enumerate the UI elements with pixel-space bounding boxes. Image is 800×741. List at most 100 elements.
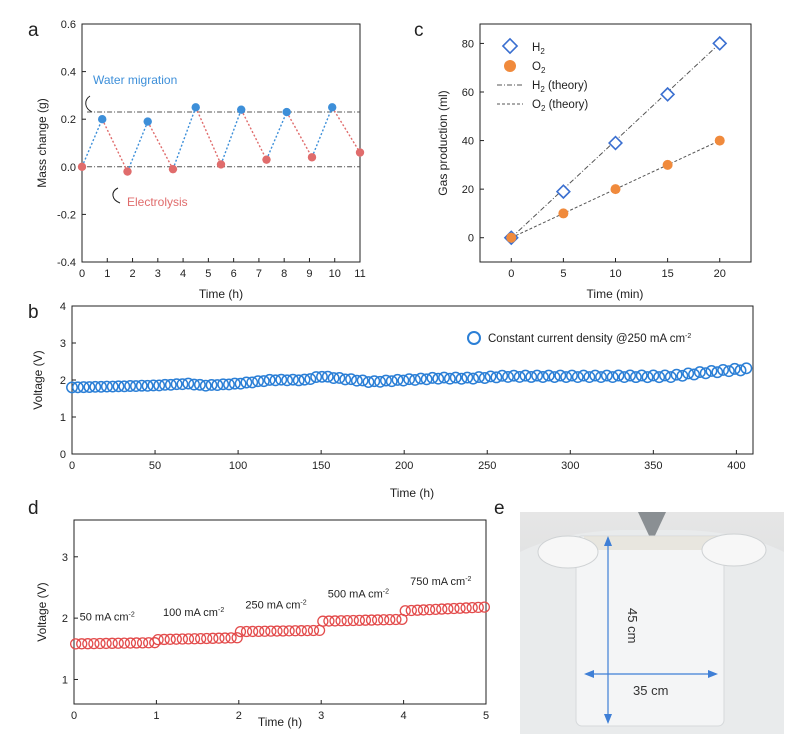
panel-d-voltage-point: [295, 625, 307, 637]
panel-a-xtick-label: 9: [306, 268, 312, 280]
panel-b-voltage-point: [589, 369, 602, 382]
panel-d-voltage-point: [371, 614, 384, 626]
panel-b-voltage-point: [223, 378, 235, 391]
panel-b-voltage-point: [467, 372, 480, 385]
legend-o2-theory-label: O2 (theory): [532, 99, 588, 113]
panel-d-voltage-point: [194, 632, 207, 645]
panel-d-voltage-point: [378, 614, 390, 626]
panel-b-voltage-point: [653, 371, 666, 384]
panel-a-xtick-label: 5: [205, 268, 211, 280]
panel-d-voltage-point: [100, 637, 112, 650]
panel-d-voltage-point: [182, 633, 195, 645]
panel-b-voltage-point: [246, 376, 259, 389]
panel-b-voltage-point: [368, 375, 381, 388]
panel-b-legend-marker: [467, 331, 481, 345]
panel-c-o2-theory-line: [511, 140, 720, 239]
panel-b-voltage-point: [438, 371, 451, 384]
panel-b-voltage-point: [635, 369, 648, 382]
panel-b-xtick-label: 0: [69, 460, 75, 472]
panel-d-voltage-point: [240, 625, 253, 638]
panel-e-illustration: 45 cm 35 cm: [520, 512, 784, 734]
panel-b-voltage-point: [670, 368, 683, 381]
panel-d-voltage-point: [152, 633, 164, 646]
panel-a-xtick-label: 7: [256, 268, 262, 280]
panel-d-voltage-point: [106, 637, 118, 649]
panel-d-xtick-label: 3: [318, 710, 324, 722]
panel-b-voltage-point: [659, 369, 671, 382]
panel-d-voltage-point: [390, 613, 402, 626]
panel-b-voltage-point: [502, 371, 514, 383]
panel-a-fall-segment: [286, 111, 313, 158]
panel-a-water-point: [237, 105, 246, 114]
panel-a-frame: [81, 23, 361, 263]
panel-d-voltage-point: [430, 603, 442, 616]
panel-a-xtick-label: 2: [129, 268, 135, 280]
panel-b-voltage-point: [728, 362, 741, 375]
panel-b-voltage-point: [722, 365, 735, 378]
panel-b-voltage-point: [490, 371, 503, 384]
panel-b-xlabel: Time (h): [390, 486, 434, 500]
panel-d-voltage-point: [231, 632, 243, 644]
panel-b-voltage-point: [176, 378, 189, 391]
panel-d-voltage-point: [82, 638, 94, 650]
panel-d-step-label: 500 mA cm-2: [328, 588, 389, 600]
coat-collar: [638, 512, 666, 542]
panel-b-voltage-point: [141, 379, 154, 392]
panel-a-rise-segment: [126, 121, 149, 172]
panel-d-chart: Time (h) Voltage (V) 0 1 2 3 4 5 1 2 3 50 mA cm-2…: [35, 519, 491, 729]
panel-b-xtick-label: 100: [229, 460, 247, 472]
panel-b-ylabel: Voltage (V): [31, 350, 45, 409]
panel-a-xtick-label: 6: [231, 268, 237, 280]
panel-b-ytick-label: 4: [60, 301, 66, 313]
legend-o2-marker: [504, 60, 516, 72]
panel-d-ytick-label: 3: [62, 552, 68, 564]
panel-b-voltage-point: [484, 370, 497, 383]
panel-b-voltage-point: [525, 371, 538, 383]
panel-b-voltage-point: [252, 375, 264, 388]
panel-c-ytick-label: 20: [462, 184, 474, 196]
panel-b-voltage-point: [182, 377, 195, 390]
membrane-top-edge: [584, 536, 716, 550]
left-glove: [537, 535, 599, 569]
panel-a-electrolysis-point: [216, 160, 226, 169]
panel-b-voltage-point: [595, 371, 607, 384]
panel-a-rise-segment: [220, 109, 242, 165]
panel-a-water-point: [98, 115, 107, 124]
panel-d-voltage-point: [313, 624, 326, 637]
panel-a-water-point: [143, 117, 152, 126]
panel-a-water-point: [328, 103, 337, 112]
panel-b-voltage-point: [455, 372, 468, 385]
panel-b-voltage-point: [566, 369, 578, 382]
panel-c-xtick-label: 15: [661, 268, 673, 280]
panel-d-voltage-point: [207, 632, 219, 644]
panel-b-voltage-point: [629, 371, 642, 384]
panel-b-voltage-point: [432, 372, 445, 385]
panel-a-electrolysis-point: [77, 162, 87, 171]
panel-b-voltage-point: [356, 374, 369, 387]
panel-d-voltage-point: [265, 625, 277, 637]
panel-b-voltage-point: [600, 369, 613, 382]
panel-b-voltage-point: [205, 379, 218, 391]
panel-b-voltage-point: [641, 371, 654, 384]
panel-b-chart: Time (h) Voltage (V) Constant current de…: [31, 301, 754, 500]
legend-h2-theory-label: H2 (theory): [532, 80, 588, 94]
width-arrow-right-head: [708, 670, 718, 678]
panel-b-voltage-point: [129, 380, 142, 393]
panel-d-voltage-point: [289, 625, 301, 637]
panel-d-voltage-point: [384, 613, 396, 626]
panel-d-voltage-point: [329, 615, 341, 627]
panel-b-voltage-point: [339, 373, 352, 386]
panel-b-voltage-point: [379, 374, 392, 387]
panel-c-h2-point: [608, 135, 623, 151]
panel-b-voltage-point: [217, 378, 230, 391]
panel-b-voltage-point: [664, 371, 677, 384]
panel-d-xtick-label: 2: [236, 710, 242, 722]
panel-d-xlabel: Time (h): [258, 715, 302, 729]
panel-c-h2-point: [555, 184, 571, 200]
panel-b-voltage-point: [624, 369, 637, 382]
panel-d-voltage-point: [478, 601, 491, 613]
panel-b-voltage-point: [705, 365, 718, 377]
panel-b-voltage-point: [159, 378, 171, 391]
panel-d-voltage-point: [130, 637, 143, 649]
panel-a-ytick-label: -0.2: [57, 209, 76, 221]
